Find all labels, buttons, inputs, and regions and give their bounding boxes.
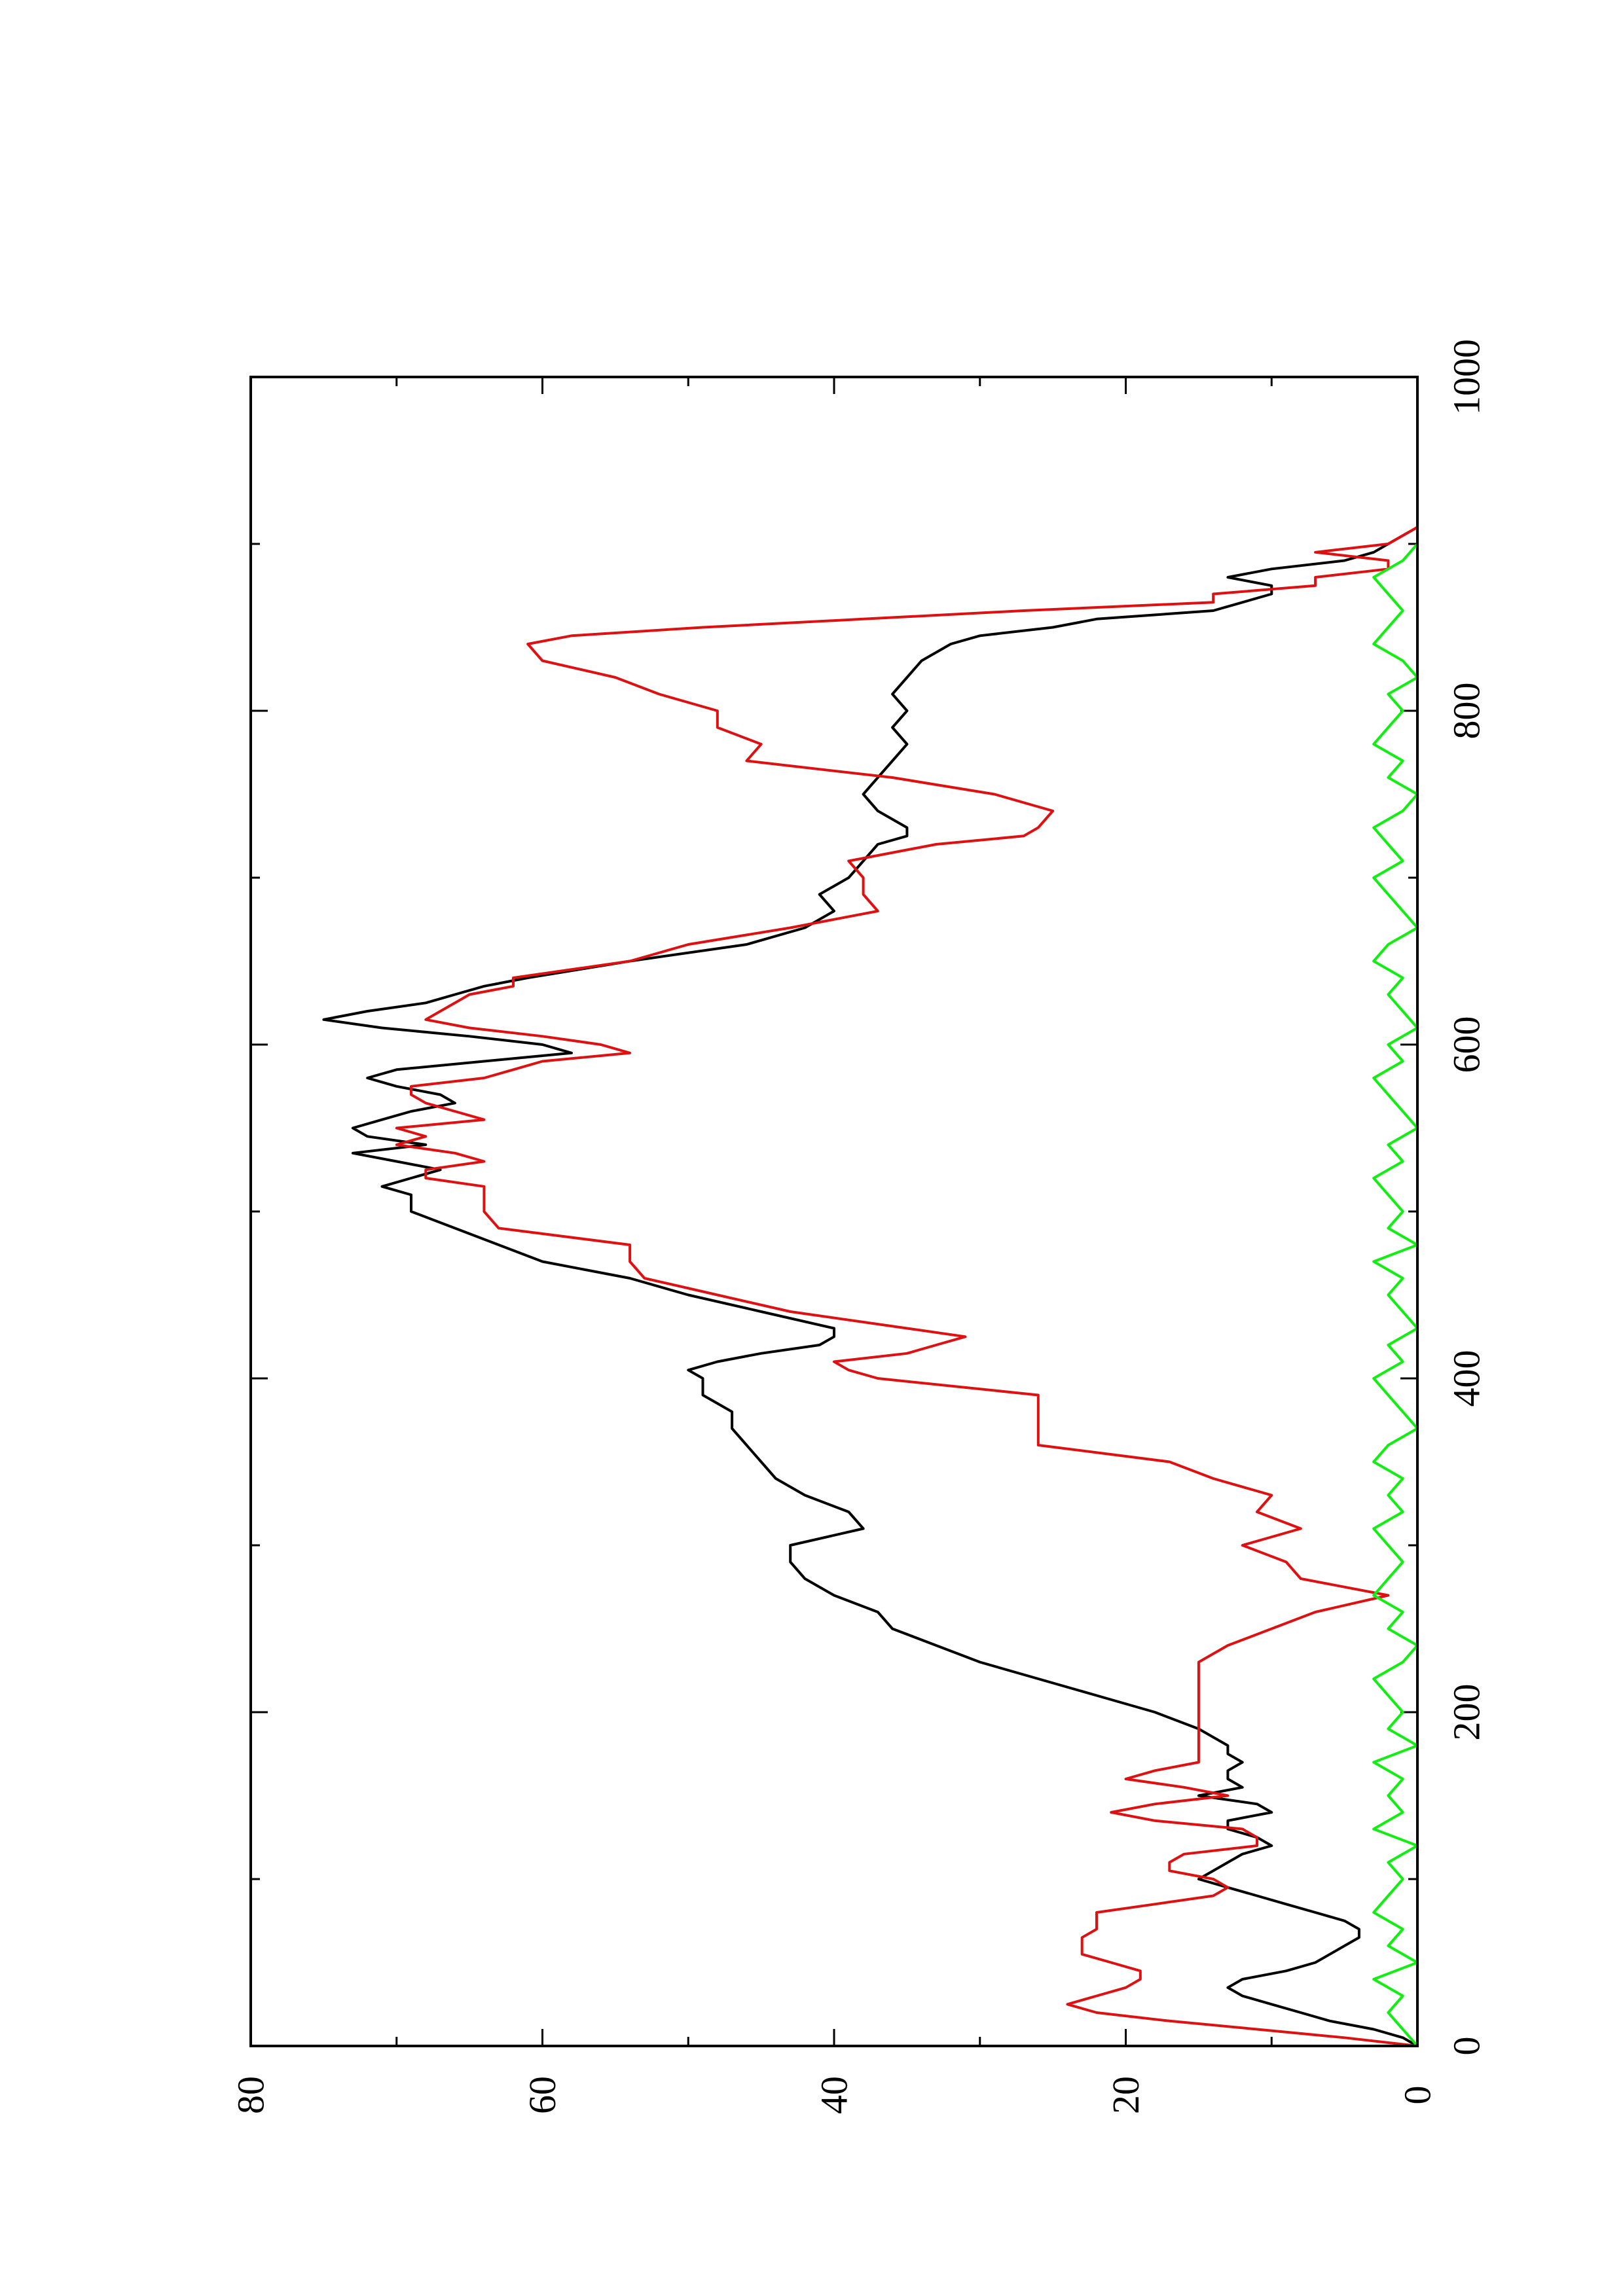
series-layer bbox=[322, 526, 1419, 2047]
x-tick-label: 200 bbox=[1446, 1684, 1488, 1741]
series-red-line bbox=[395, 526, 1418, 2047]
y-tick-label: 0 bbox=[1396, 2086, 1439, 2105]
x-tick-label: 800 bbox=[1446, 683, 1488, 740]
x-tick-label: 0 bbox=[1446, 2037, 1488, 2056]
y-tick-label: 80 bbox=[230, 2076, 272, 2114]
x-tick-labels: 0 200 400 600 800 1000 bbox=[1446, 339, 1488, 2056]
series-green-line bbox=[1372, 527, 1419, 2047]
y-tick-labels: 0 20 40 60 80 bbox=[230, 2076, 1439, 2114]
y-tick-label: 60 bbox=[521, 2076, 564, 2114]
plot-frame bbox=[249, 376, 1419, 2047]
x-tick-label: 600 bbox=[1446, 1016, 1488, 1073]
x-tick-label: 1000 bbox=[1446, 339, 1488, 415]
x-tick-label: 400 bbox=[1446, 1350, 1488, 1407]
minor-ticks bbox=[251, 377, 1417, 2046]
y-tick-label: 40 bbox=[813, 2076, 856, 2114]
y-tick-label: 20 bbox=[1104, 2076, 1147, 2114]
series-black-line bbox=[322, 526, 1418, 2047]
